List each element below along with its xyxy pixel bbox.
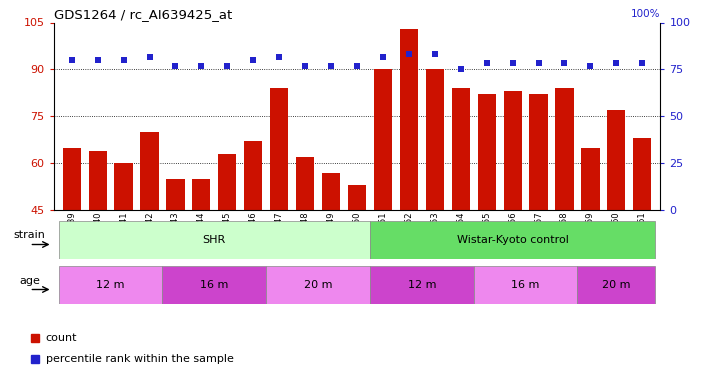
Text: 12 m: 12 m: [408, 280, 436, 290]
Point: [481, 60, 493, 66]
Point: [610, 60, 622, 66]
Text: age: age: [19, 276, 40, 285]
Bar: [530, 94, 548, 210]
Bar: [370, 221, 655, 259]
Bar: [370, 266, 473, 304]
Bar: [114, 163, 133, 210]
Bar: [163, 266, 266, 304]
Bar: [478, 94, 496, 210]
Point: [221, 63, 233, 69]
Bar: [473, 266, 578, 304]
Text: count: count: [46, 333, 77, 343]
Point: [403, 51, 415, 57]
Text: 100%: 100%: [631, 9, 660, 19]
Text: SHR: SHR: [203, 235, 226, 245]
Text: 12 m: 12 m: [96, 280, 125, 290]
Bar: [426, 69, 444, 210]
Point: [144, 54, 155, 60]
Bar: [578, 266, 655, 304]
Bar: [633, 138, 651, 210]
Bar: [166, 179, 184, 210]
Point: [118, 57, 129, 63]
Text: GDS1264 / rc_AI639425_at: GDS1264 / rc_AI639425_at: [54, 8, 232, 21]
Bar: [270, 88, 288, 210]
Bar: [59, 221, 370, 259]
Text: 16 m: 16 m: [511, 280, 540, 290]
Bar: [322, 172, 340, 210]
Point: [196, 63, 207, 69]
Point: [637, 60, 648, 66]
Point: [299, 63, 311, 69]
Point: [326, 63, 337, 69]
Point: [533, 60, 544, 66]
Bar: [89, 151, 106, 210]
Point: [429, 51, 441, 57]
Point: [273, 54, 285, 60]
Text: strain: strain: [14, 231, 46, 240]
Text: 20 m: 20 m: [602, 280, 630, 290]
Point: [377, 54, 388, 60]
Bar: [244, 141, 262, 210]
Bar: [608, 110, 625, 210]
Bar: [374, 69, 392, 210]
Bar: [296, 157, 314, 210]
Bar: [192, 179, 211, 210]
Text: 20 m: 20 m: [304, 280, 332, 290]
Point: [66, 57, 77, 63]
Bar: [218, 154, 236, 210]
Bar: [503, 91, 522, 210]
Point: [455, 66, 466, 72]
Bar: [452, 88, 470, 210]
Bar: [555, 88, 573, 210]
Bar: [63, 147, 81, 210]
Bar: [400, 29, 418, 210]
Bar: [348, 185, 366, 210]
Bar: [141, 132, 159, 210]
Point: [585, 63, 596, 69]
Point: [92, 57, 104, 63]
Text: percentile rank within the sample: percentile rank within the sample: [46, 354, 233, 363]
Point: [351, 63, 363, 69]
Point: [248, 57, 259, 63]
Bar: [59, 266, 163, 304]
Text: 16 m: 16 m: [200, 280, 228, 290]
Point: [559, 60, 570, 66]
Text: Wistar-Kyoto control: Wistar-Kyoto control: [457, 235, 568, 245]
Point: [170, 63, 181, 69]
Point: [507, 60, 518, 66]
Bar: [266, 266, 370, 304]
Bar: [581, 147, 600, 210]
